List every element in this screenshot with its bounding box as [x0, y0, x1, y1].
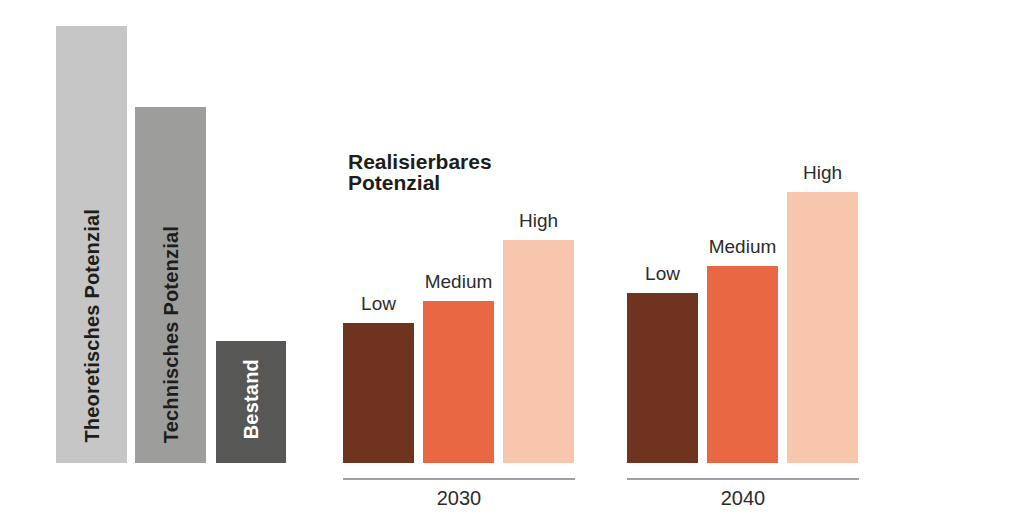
context-bar-label: Bestand	[240, 359, 263, 439]
bar-2030-high	[503, 240, 574, 463]
bar-label-2030-medium: Medium	[403, 271, 514, 293]
context-bar-label: Technisches Potenzial	[159, 226, 182, 443]
bar-label-2040-medium: Medium	[687, 236, 798, 258]
bar-2030-medium	[423, 301, 494, 463]
scenario-group-2030: LowMediumHigh2030	[343, 0, 575, 523]
bar-2030-low	[343, 323, 414, 463]
bar-2040-high	[787, 192, 858, 463]
bar-label-2040-low: Low	[607, 263, 718, 285]
year-label-2030: 2030	[343, 487, 575, 510]
x-axis-line	[627, 478, 859, 480]
bar-2040-low	[627, 293, 698, 463]
bar-2040-medium	[707, 266, 778, 463]
bar-label-2030-high: High	[483, 210, 594, 232]
x-axis-line	[343, 478, 575, 480]
context-bar-label: Theoretisches Potenzial	[80, 209, 103, 443]
context-bar-theoretisches-potenzial: Theoretisches Potenzial	[56, 26, 127, 463]
context-bar-technisches-potenzial: Technisches Potenzial	[135, 107, 206, 463]
context-bar-bestand: Bestand	[216, 341, 286, 463]
year-label-2040: 2040	[627, 487, 859, 510]
bar-label-2040-high: High	[767, 162, 878, 184]
bar-label-2030-low: Low	[323, 293, 434, 315]
chart-canvas: Theoretisches Potenzial Technisches Poten…	[0, 0, 1024, 523]
scenario-group-2040: LowMediumHigh2040	[627, 0, 859, 523]
